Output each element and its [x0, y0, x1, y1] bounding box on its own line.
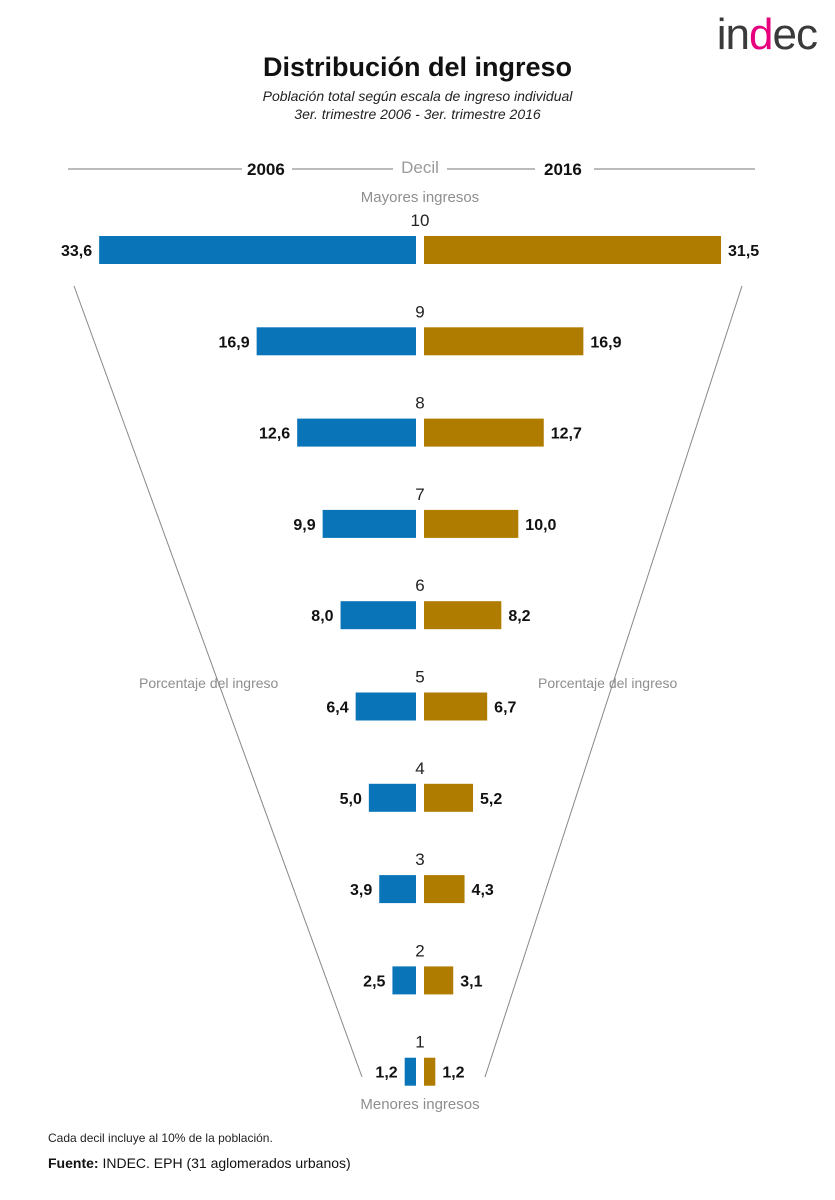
legend-2016: 2016 [544, 160, 582, 179]
value-2016-decil-5: 6,7 [494, 700, 516, 717]
bar-2006-decil-3 [379, 875, 416, 904]
bar-2016-decil-8 [424, 418, 544, 447]
footnote: Cada decil incluye al 10% de la població… [48, 1131, 273, 1145]
bar-2006-decil-2 [392, 966, 416, 995]
value-2006-decil-4: 5,0 [340, 791, 362, 808]
funnel-guide-right [484, 285, 743, 1078]
value-2006-decil-8: 12,6 [259, 426, 290, 443]
top-note-mayores: Mayores ingresos [360, 189, 480, 206]
bar-2016-decil-7 [424, 509, 519, 538]
value-2016-decil-10: 31,5 [728, 243, 759, 260]
value-2016-decil-4: 5,2 [480, 791, 502, 808]
value-2016-decil-3: 4,3 [472, 882, 494, 899]
value-2016-decil-8: 12,7 [551, 426, 582, 443]
value-2016-decil-2: 3,1 [460, 973, 482, 990]
value-2006-decil-3: 3,9 [350, 882, 372, 899]
value-2016-decil-9: 16,9 [590, 334, 621, 351]
value-2006-decil-7: 9,9 [293, 517, 315, 534]
bar-2016-decil-4 [424, 783, 474, 812]
chart-period: 3er. trimestre 2006 - 3er. trimestre 201… [294, 106, 541, 122]
bar-2006-decil-1 [404, 1057, 416, 1086]
funnel-guide-left [73, 285, 363, 1078]
bar-2016-decil-5 [424, 692, 488, 721]
bar-2016-decil-9 [424, 327, 584, 356]
logo-text-accent: d [749, 10, 774, 59]
source-line: Fuente: INDEC. EPH (31 aglomerados urban… [48, 1155, 351, 1171]
bottom-note-menores: Menores ingresos [360, 1096, 480, 1113]
value-2016-decil-6: 8,2 [508, 608, 530, 625]
legend-2006: 2006 [247, 160, 285, 179]
decil-label-6: 6 [415, 576, 424, 595]
value-2006-decil-9: 16,9 [218, 334, 249, 351]
value-2016-decil-1: 1,2 [442, 1065, 464, 1082]
source-label: Fuente: [48, 1155, 99, 1171]
decil-label-9: 9 [415, 302, 424, 321]
decil-label-3: 3 [415, 850, 424, 869]
bar-2006-decil-7 [322, 509, 416, 538]
indec-logo: indec [716, 10, 818, 60]
value-2006-decil-6: 8,0 [311, 608, 333, 625]
bar-2006-decil-9 [256, 327, 416, 356]
logo-text-pre: in [716, 10, 750, 59]
decil-label-7: 7 [415, 485, 424, 504]
decil-axis-label: Decil [401, 158, 439, 177]
bar-2016-decil-10 [424, 236, 722, 264]
value-2006-decil-1: 1,2 [375, 1065, 397, 1082]
value-2016-decil-7: 10,0 [525, 517, 556, 534]
decil-label-5: 5 [415, 668, 424, 687]
bar-2006-decil-8 [297, 418, 416, 447]
bar-2006-decil-4 [368, 783, 416, 812]
value-2006-decil-5: 6,4 [326, 700, 348, 717]
bar-2016-decil-3 [424, 875, 465, 904]
pct-label-right: Porcentaje del ingreso [538, 675, 678, 691]
decil-label-10: 10 [411, 211, 430, 230]
value-2006-decil-2: 2,5 [363, 973, 385, 990]
chart-title: Distribución del ingreso [262, 52, 573, 82]
decil-label-8: 8 [415, 394, 424, 413]
bar-2016-decil-6 [424, 601, 502, 630]
decil-label-2: 2 [415, 941, 424, 960]
bar-2006-decil-6 [340, 601, 416, 630]
logo-text-post: ec [772, 10, 818, 59]
decil-label-4: 4 [415, 759, 424, 778]
bar-2016-decil-1 [424, 1057, 436, 1086]
bar-2006-decil-5 [355, 692, 416, 721]
pct-label-left: Porcentaje del ingreso [139, 675, 279, 691]
decil-label-1: 1 [415, 1033, 424, 1052]
bar-2006-decil-10 [99, 236, 416, 264]
value-2006-decil-10: 33,6 [61, 243, 92, 260]
chart-subtitle: Población total según escala de ingreso … [262, 88, 573, 104]
source-text: INDEC. EPH (31 aglomerados urbanos) [98, 1155, 351, 1171]
bar-2016-decil-2 [424, 966, 454, 995]
